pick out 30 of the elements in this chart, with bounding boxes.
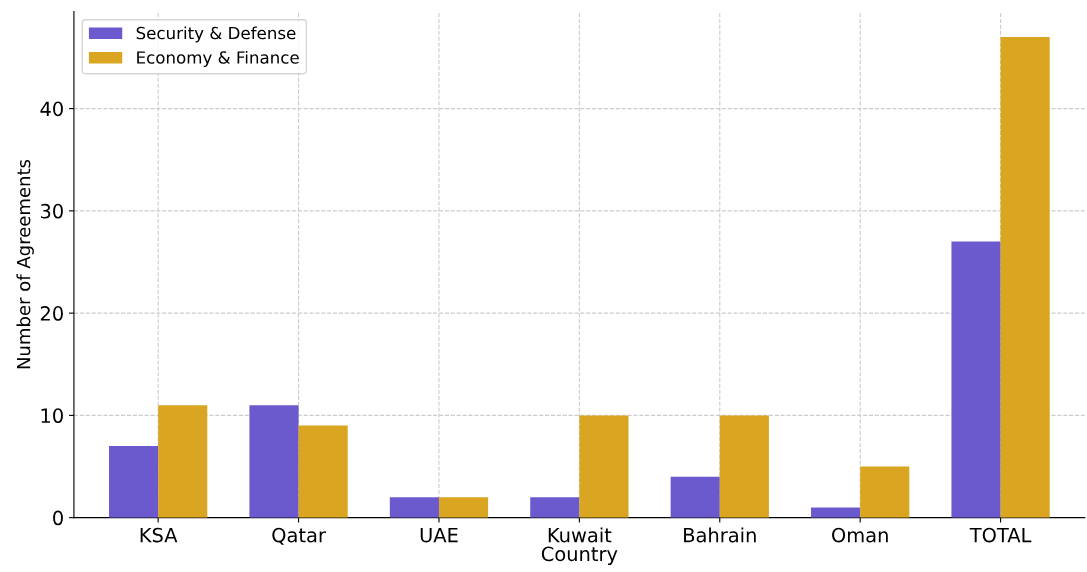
bar — [298, 425, 348, 518]
bar — [158, 405, 208, 518]
bar — [860, 466, 910, 518]
bar — [530, 497, 580, 518]
x-tick-label: Oman — [832, 527, 888, 543]
y-tick-label: 0 — [53, 510, 63, 526]
y-tick-label: 40 — [40, 101, 63, 117]
bar — [109, 446, 159, 518]
y-axis-title: Number of Agreements — [16, 159, 34, 369]
y-tick-label: 30 — [40, 203, 63, 219]
x-tick-label: Bahrain — [684, 527, 756, 543]
y-tick-label: 20 — [40, 306, 63, 321]
x-tick-label: Qatar — [272, 527, 326, 545]
bar — [438, 497, 489, 518]
bar — [670, 476, 720, 518]
bar — [811, 507, 861, 518]
bar — [1000, 37, 1050, 518]
bar — [579, 415, 629, 518]
legend-label: Security & Defense — [136, 26, 296, 43]
legend-label: Economy & Finance — [137, 50, 299, 68]
x-tick-label: UAE — [420, 527, 458, 543]
bar — [719, 415, 769, 518]
y-tick-label: 10 — [41, 408, 63, 424]
bar — [951, 241, 1001, 518]
x-tick-label: Kuwait — [548, 527, 612, 543]
x-axis-title: Country — [541, 546, 618, 566]
bar — [249, 405, 299, 518]
x-tick-label: KSA — [140, 527, 178, 543]
x-tick-label: TOTAL — [969, 527, 1032, 543]
bar — [389, 497, 439, 518]
